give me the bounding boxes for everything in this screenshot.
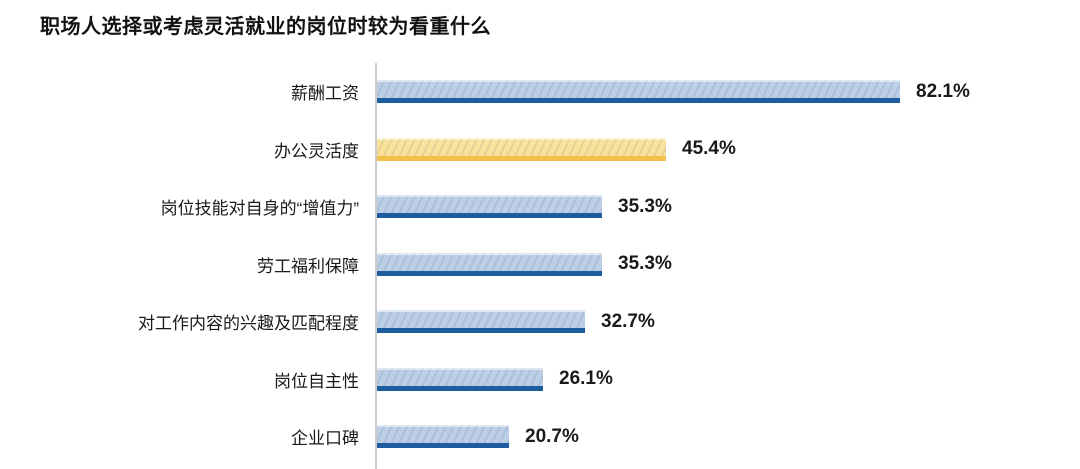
bar	[377, 425, 509, 449]
bar-track: 20.7%	[375, 408, 579, 466]
bar-fill	[377, 252, 602, 271]
value-label: 26.1%	[559, 368, 613, 390]
category-label: 岗位技能对自身的“增值力”	[160, 199, 359, 219]
bar	[377, 367, 543, 391]
category-label: 岗位自主性	[274, 371, 359, 391]
bar-fill	[377, 195, 602, 214]
bar-base-stripe	[377, 443, 509, 449]
bar-row: 对工作内容的兴趣及匹配程度 32.7%	[0, 293, 1080, 351]
category-label: 办公灵活度	[274, 141, 359, 161]
bar-rows: 薪酬工资 82.1% 办公灵活度 45.4% 岗位技能对自身的“增值力” 35	[0, 63, 1080, 466]
bar-row: 岗位技能对自身的“增值力” 35.3%	[0, 178, 1080, 236]
bar-track: 35.3%	[375, 178, 672, 236]
bar-fill	[377, 367, 543, 386]
value-label: 32.7%	[601, 310, 655, 332]
value-label: 20.7%	[525, 425, 579, 447]
bar-fill	[377, 137, 666, 156]
value-label: 45.4%	[682, 138, 736, 160]
bar-chart: 薪酬工资 82.1% 办公灵活度 45.4% 岗位技能对自身的“增值力” 35	[0, 63, 1080, 469]
bar-base-stripe	[377, 155, 666, 161]
category-label: 薪酬工资	[291, 84, 359, 104]
bar-base-stripe	[377, 328, 585, 334]
bar-row: 岗位自主性 26.1%	[0, 351, 1080, 409]
bar	[377, 252, 602, 276]
bar	[377, 80, 900, 104]
bar-row: 薪酬工资 82.1%	[0, 63, 1080, 121]
bar-fill	[377, 310, 585, 329]
bar-fill	[377, 425, 509, 444]
bar-track: 26.1%	[375, 351, 613, 409]
bar-row: 企业口碑 20.7%	[0, 408, 1080, 466]
value-label: 35.3%	[618, 195, 672, 217]
bar-base-stripe	[377, 270, 602, 276]
bar-track: 32.7%	[375, 293, 655, 351]
category-label: 劳工福利保障	[257, 256, 359, 276]
chart-title: 职场人选择或考虑灵活就业的岗位时较为看重什么	[40, 16, 491, 38]
bar-base-stripe	[377, 98, 900, 104]
bar-row: 办公灵活度 45.4%	[0, 121, 1080, 179]
bar-base-stripe	[377, 385, 543, 391]
category-label: 企业口碑	[291, 429, 359, 449]
bar-track: 82.1%	[375, 63, 970, 121]
y-axis-line	[375, 63, 377, 469]
bar-track: 45.4%	[375, 121, 736, 179]
value-label: 35.3%	[618, 253, 672, 275]
bar-fill	[377, 80, 900, 99]
bar-base-stripe	[377, 213, 602, 219]
bar	[377, 310, 585, 334]
bar	[377, 137, 666, 161]
value-label: 82.1%	[916, 80, 970, 102]
bar	[377, 195, 602, 219]
bar-row: 劳工福利保障 35.3%	[0, 236, 1080, 294]
bar-track: 35.3%	[375, 236, 672, 294]
category-label: 对工作内容的兴趣及匹配程度	[138, 314, 359, 334]
